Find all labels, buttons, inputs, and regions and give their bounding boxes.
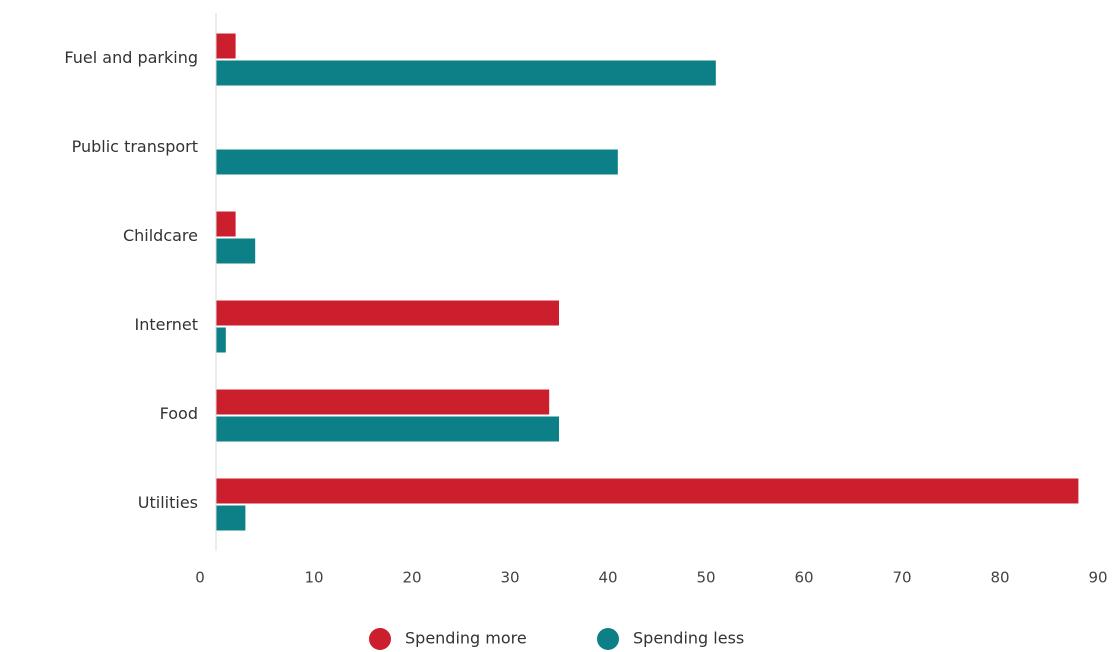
x-tick-label-40: 40 [598,569,617,587]
category-label-utilities: Utilities [138,493,198,512]
legend-marker-spending-more [369,628,391,650]
x-tick-label-70: 70 [892,569,911,587]
bar-spending-more-food [216,389,550,415]
bar-spending-less-utilities [216,505,246,531]
legend-label-spending-more: Spending more [405,629,527,648]
x-tick-label-30: 30 [500,569,519,587]
category-labels: Fuel and parking Public transport Childcar… [64,48,198,512]
x-tick-label-90: 90 [1088,569,1107,587]
bar-spending-less-food [216,416,559,442]
category-label-fuel-and-parking: Fuel and parking [64,48,198,67]
bar-spending-less-childcare [216,238,256,264]
bar-spending-more-utilities [216,478,1079,504]
bar-spending-less-internet [216,327,226,353]
x-tick-label-20: 20 [402,569,421,587]
bar-spending-less-public-transport [216,149,618,175]
x-tick-label-50: 50 [696,569,715,587]
bar-spending-more-childcare [216,211,236,237]
x-tick-label-60: 60 [794,569,813,587]
legend: Spending more Spending less [369,628,744,650]
bar-spending-less-fuel-and-parking [216,60,716,86]
legend-marker-spending-less [597,628,619,650]
x-tick-label-10: 10 [304,569,323,587]
bar-spending-more-internet [216,300,559,326]
legend-label-spending-less: Spending less [633,629,744,648]
x-tick-labels: 0 10 20 30 40 50 60 70 80 90 [195,569,1107,587]
category-label-food: Food [160,404,198,423]
x-tick-label-0: 0 [195,569,205,587]
category-label-internet: Internet [134,315,198,334]
bar-spending-more-fuel-and-parking [216,33,236,59]
x-tick-label-80: 80 [990,569,1009,587]
category-label-public-transport: Public transport [72,137,198,156]
category-label-childcare: Childcare [123,226,198,245]
bars [216,33,1079,531]
